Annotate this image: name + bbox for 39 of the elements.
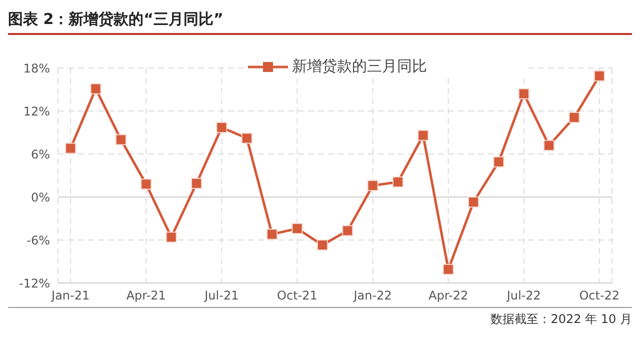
- point: [140, 178, 152, 190]
- x-tick-label: Apr-21: [126, 288, 166, 303]
- point: [115, 134, 126, 146]
- point: [468, 196, 479, 208]
- legend-label: 新增贷款的三月同比: [292, 57, 427, 76]
- point: [241, 132, 252, 144]
- x-tick-label: Oct-22: [579, 288, 620, 303]
- point: [166, 232, 177, 243]
- x-tick-label: Jul-22: [506, 288, 541, 303]
- y-tick-label: 18%: [23, 61, 50, 76]
- point: [266, 228, 278, 240]
- x-tick-label: Jan-21: [50, 288, 90, 303]
- point: [65, 142, 76, 154]
- point: [392, 176, 404, 188]
- y-tick-label: 12%: [23, 104, 50, 118]
- point: [216, 122, 228, 133]
- text: 数据截至：2022 年 10 月: [490, 312, 632, 326]
- point: [493, 156, 504, 168]
- point: [594, 70, 605, 82]
- chart-title: 图表 2：新增贷款的“三月同比”: [8, 8, 632, 35]
- x-tick-label: Jul-21: [204, 288, 239, 303]
- point: [90, 83, 102, 94]
- y-tick-label: -12%: [18, 276, 50, 290]
- point: [316, 240, 328, 251]
- point: [544, 140, 555, 151]
- y-tick-label: 6%: [30, 147, 50, 162]
- point: [342, 225, 354, 236]
- point: [292, 223, 303, 234]
- point: [367, 180, 378, 192]
- y-tick-label: 0%: [30, 190, 50, 204]
- point: [568, 112, 580, 123]
- x-tick-label: Jan-22: [352, 288, 392, 303]
- point: [418, 130, 429, 141]
- point: [518, 88, 530, 100]
- y-tick-label: -6%: [26, 233, 50, 248]
- point: [442, 264, 454, 275]
- point: [191, 178, 202, 189]
- x-tick-label: Oct-21: [277, 288, 318, 303]
- x-tick-label: Apr-22: [428, 288, 468, 303]
